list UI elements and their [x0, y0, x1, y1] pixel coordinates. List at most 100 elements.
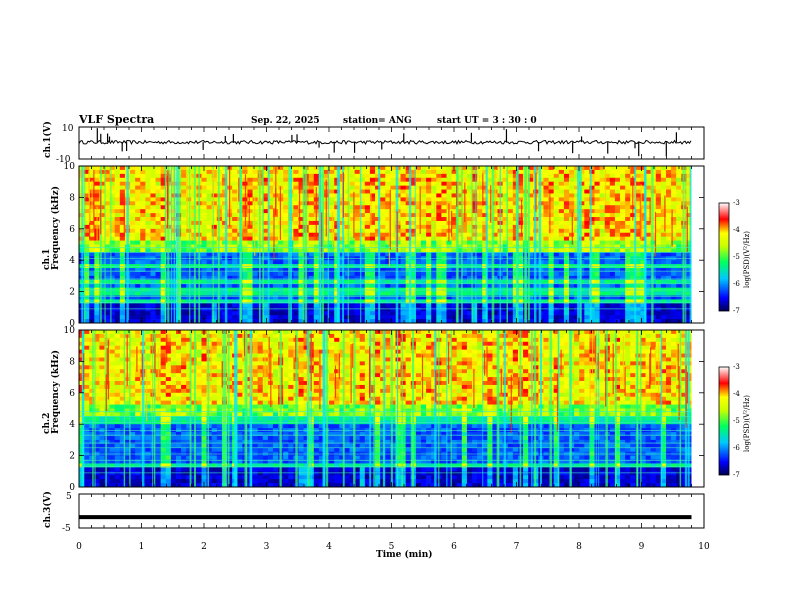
ch1-spectrogram-cell [492, 224, 498, 230]
ch1-spectrogram-cell [380, 220, 386, 226]
ch1-spectrogram-cell [441, 224, 447, 230]
ch1-spectrogram-cell [614, 189, 621, 194]
ch1-spectrogram-cell [329, 232, 335, 238]
ch1-spectrogram-cell [119, 299, 126, 304]
ch1-spectrogram-cell [579, 173, 585, 179]
ch1-spectrogram-cell [579, 185, 585, 190]
ch1-spectrogram-cell [599, 217, 606, 222]
ch1-spectrogram-cell [150, 271, 156, 277]
ch1-spectrogram-cell [487, 271, 493, 277]
ch1-spectrogram-cell [94, 193, 100, 198]
ch1-spectrogram-cell [232, 252, 238, 257]
ch1-spectrogram-cell [89, 279, 95, 285]
ch1-spectrogram-cell [99, 224, 105, 230]
ch1-spectrogram-cell [349, 181, 356, 187]
ch1-spectrogram-cell [349, 252, 356, 257]
ch1-spectrogram-cell [283, 166, 289, 171]
ch1-spectrogram-cell [477, 248, 483, 253]
ch1-spectrogram-cell [252, 268, 259, 273]
ch1-spectrogram-cell [563, 181, 570, 187]
ch1-spectrogram-cell [517, 275, 524, 281]
ch1-spectrogram-cell [574, 307, 580, 312]
ch1-spectrogram-cell [119, 244, 126, 249]
ch1-spectrogram-cell [324, 268, 330, 273]
ch1-spectrogram-cell [436, 169, 442, 175]
ch1-spectrogram-cell [369, 240, 376, 245]
ch1-spectrogram-cell [221, 279, 228, 285]
ch1-spectrogram-cell [625, 232, 631, 238]
ch1-spectrogram-cell [558, 205, 565, 210]
ch1-spectrogram-cell [390, 177, 396, 183]
ch1-spectrogram-cell [645, 166, 652, 171]
ch1-spectrogram-cell [232, 228, 238, 234]
ch1-spectrogram-cell [507, 232, 514, 238]
ch1-spectrogram-cell [431, 307, 437, 312]
ch1-spectrogram-cell [640, 275, 646, 281]
ch1-spectrogram-sferic [198, 166, 201, 323]
ch1-spectrogram-cell [660, 236, 667, 241]
ch1-spectrogram-cell [283, 303, 289, 308]
ch1-spectrogram-cell [140, 299, 146, 304]
ch1-spectrogram-cell [119, 209, 126, 214]
ch1-spectrogram-cell [181, 275, 187, 281]
ch1-spectrogram-cell [620, 244, 626, 249]
ch1-spectrogram-cell [201, 177, 207, 183]
ch1-spectrogram-cell [574, 236, 580, 241]
ch1-spectrogram-cell [267, 307, 274, 312]
ch1-spectrogram-cell [558, 193, 565, 198]
ch1-spectrogram-cell [589, 197, 595, 202]
ch1-spectrogram-cell [477, 260, 483, 265]
ch1-spectrogram-cell [211, 240, 218, 245]
ch1-spectrogram-cell [390, 295, 396, 300]
ch1-spectrogram-cell [308, 181, 315, 187]
ch1-spectrogram-cell [671, 260, 677, 265]
ch1-spectrogram-cell [553, 319, 560, 324]
ch1-spectrogram-cell [584, 244, 590, 249]
ch1-spectrogram-cell [145, 252, 151, 257]
ch1-spectrogram-cell [344, 244, 350, 249]
ch1-spectrogram-cell [420, 181, 427, 187]
ch1-spectrogram-cell [461, 271, 468, 277]
ch1-spectrogram-cell [635, 319, 641, 324]
ch1-spectrogram-cell [676, 201, 682, 206]
ch1-spectrogram-cell [482, 299, 488, 304]
ch1-spectrogram-cell [242, 299, 248, 304]
ch1-spectrogram-cell [272, 303, 279, 308]
ch1-spectrogram-cell [390, 260, 396, 265]
ch1-spectrogram-sferic [408, 166, 412, 323]
ch1-spectrogram-cell [272, 279, 279, 285]
ch1-spectrogram-cell [293, 303, 299, 308]
ch1-spectrogram-cell [359, 275, 366, 281]
ch1-spectrogram-cell [119, 166, 126, 171]
ch1-spectrogram-cell [272, 268, 279, 273]
ch1-spectrogram-cell [206, 295, 213, 300]
ch1-spectrogram-cell [640, 169, 646, 175]
ch1-spectrogram-cell [635, 181, 641, 187]
ch1-spectrogram-cell [436, 224, 442, 230]
ch1-spectrogram-cell [620, 307, 626, 312]
ch1-spectrogram-cell [247, 244, 253, 249]
ch1-spectrogram-cell [145, 236, 151, 241]
ch1-spectrogram-cell [456, 283, 463, 289]
ch1-spectrogram-cell [415, 228, 422, 234]
ch1-spectrogram-cell [267, 232, 274, 238]
ch1-spectrogram-cell [614, 240, 621, 245]
ch1-spectrogram-cell [135, 319, 141, 324]
ch1-spectrogram-cell [267, 319, 274, 324]
ch1-spectrogram-cell [206, 189, 213, 194]
ch1-spectrogram-cell [84, 268, 90, 273]
ch1-spectrogram-cell [221, 189, 228, 194]
ch1-spectrogram-cell [660, 193, 667, 198]
ch1-spectrogram-cell [221, 217, 228, 222]
ch1-spectrogram-cell [441, 197, 447, 202]
ch1-spectrogram-cell [584, 319, 590, 324]
ch1-spectrogram-cell [517, 236, 524, 241]
ch1-spectrogram-cell [553, 189, 560, 194]
ch1-spectrogram-cell [410, 248, 417, 253]
ch1-spectrogram-cell [487, 209, 493, 214]
ch1-spectrogram-cell [380, 228, 386, 234]
ch1-spectrogram-cell [227, 252, 233, 257]
ch1-spectrogram-cell [426, 177, 432, 183]
ch1-spectrogram-cell [686, 311, 692, 316]
ch1-spectrogram-cell [186, 181, 192, 187]
